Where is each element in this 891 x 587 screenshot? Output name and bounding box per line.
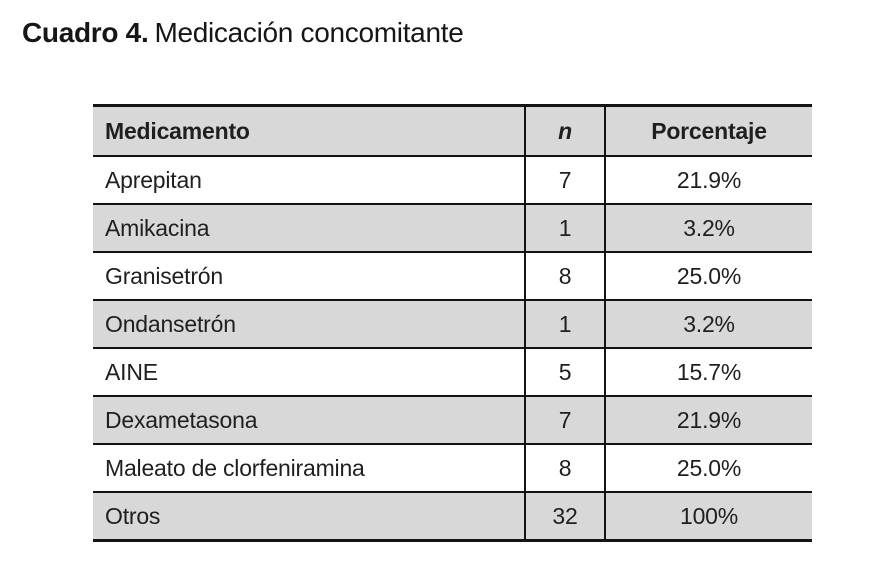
caption-label: Cuadro 4. (22, 17, 149, 48)
cell-porcentaje: 3.2% (605, 203, 812, 253)
cell-medicamento: Dexametasona (93, 395, 525, 445)
header-row: Medicamento n Porcentaje (93, 105, 812, 158)
caption-text: Medicación concomitante (154, 17, 464, 48)
cell-medicamento: AINE (93, 347, 525, 397)
table-header: Medicamento n Porcentaje (93, 105, 812, 158)
header-porcentaje: Porcentaje (605, 105, 812, 158)
cell-porcentaje: 15.7% (605, 347, 812, 397)
cell-porcentaje: 21.9% (676, 166, 742, 193)
cell-porcentaje: 25.0% (605, 251, 812, 301)
cell-n: 7 (524, 395, 606, 445)
cell-medicamento: Amikacina (93, 203, 525, 253)
cell-n: 1 (524, 299, 606, 349)
table-row: Granisetrón 8 25.0% (93, 251, 812, 301)
cell-n: 8 (524, 251, 606, 301)
medication-table: Medicamento n Porcentaje Aprepitan 7 21.… (93, 104, 812, 543)
cell-n: 32 (524, 491, 606, 541)
cell-n: 1 (524, 203, 606, 253)
table-body: Aprepitan 7 21.9% Amikacina 1 3.2% Grani… (93, 156, 812, 541)
table-caption: Cuadro 4. Medicación concomitante (0, 0, 891, 49)
table-row: AINE 5 15.7% (93, 347, 812, 397)
cell-n: 7 (524, 156, 606, 205)
cell-porcentaje: 3.2% (605, 299, 812, 349)
cell-porcentaje: 25.0% (605, 443, 812, 493)
cell-medicamento: Granisetrón (93, 251, 525, 301)
cell-porcentaje: 21.9% (605, 395, 812, 445)
cell-n: 5 (524, 347, 606, 397)
table-row: Maleato de clorfeniramina 8 25.0% (93, 443, 812, 493)
cell-medicamento: Ondansetrón (93, 299, 525, 349)
cell-medicamento: Maleato de clorfeniramina (93, 443, 525, 493)
cell-medicamento: Otros (93, 491, 525, 541)
header-n: n (524, 105, 606, 158)
table-row: Otros 32 100% (93, 491, 812, 541)
cell-porcentaje: 100% (605, 491, 812, 541)
table-row: Amikacina 1 3.2% (93, 203, 812, 253)
table-row: Ondansetrón 1 3.2% (93, 299, 812, 349)
table-row: Aprepitan 7 21.9% (93, 156, 812, 205)
cell-n: 8 (524, 443, 606, 493)
cell-medicamento: Aprepitan (105, 166, 202, 193)
table-row: Dexametasona 7 21.9% (93, 395, 812, 445)
header-medicamento: Medicamento (93, 105, 525, 158)
